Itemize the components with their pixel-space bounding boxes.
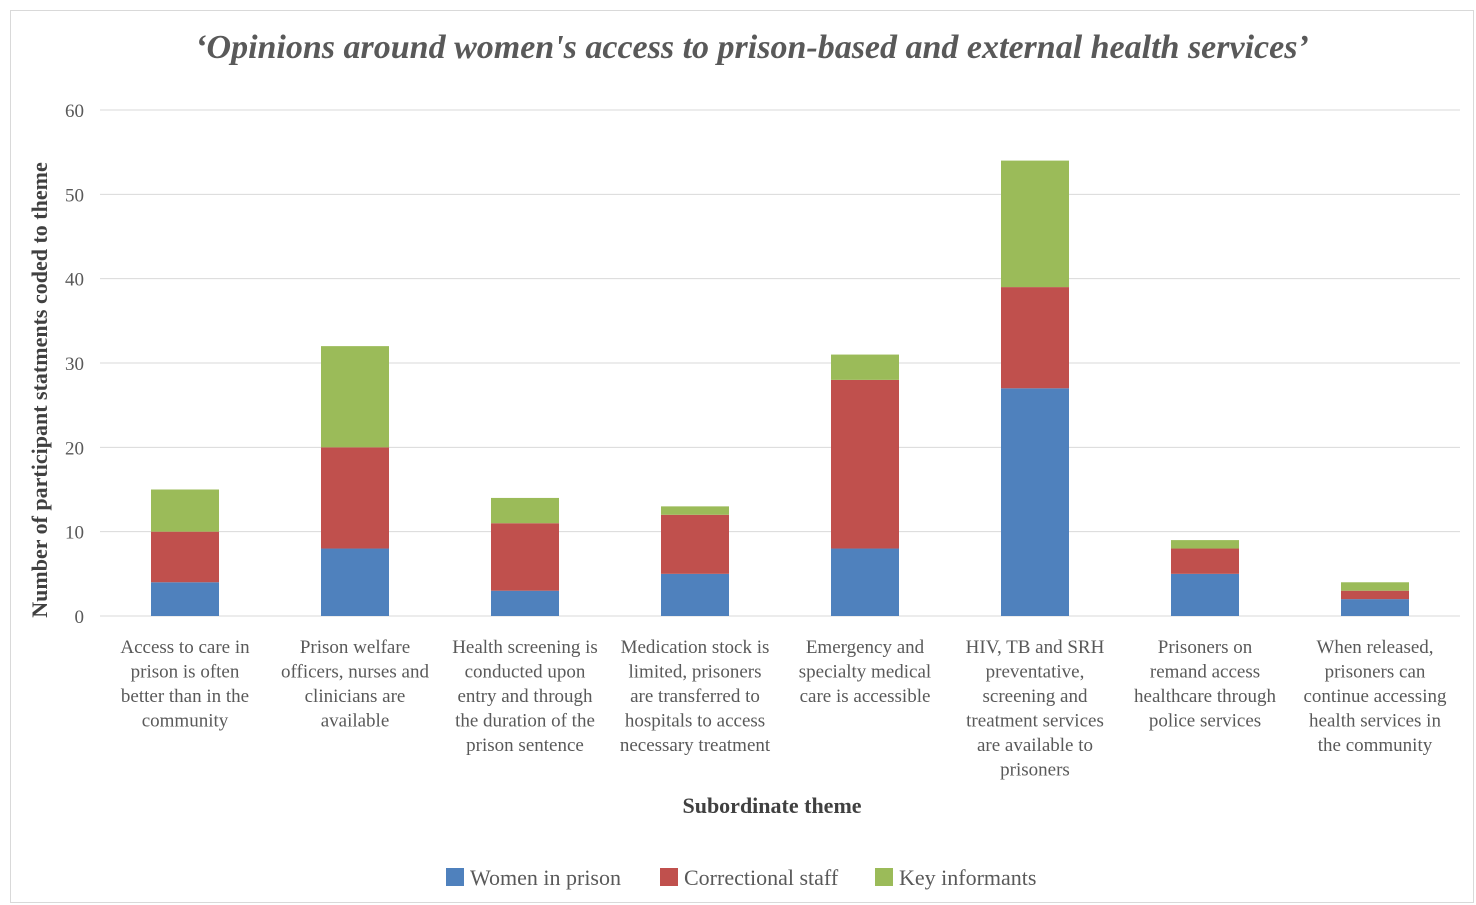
y-tick-label: 50 xyxy=(65,185,84,206)
x-category-label-line: health services in xyxy=(1309,711,1441,732)
bars xyxy=(151,160,1409,616)
x-category-label-line: Prisoners on xyxy=(1158,637,1253,658)
x-category-label-line: Prison welfare xyxy=(300,637,410,658)
x-category-label-line: Emergency and xyxy=(806,637,925,658)
x-category-label-line: the community xyxy=(1318,735,1433,756)
x-category-label: Access to care in prison is often better t… xyxy=(120,637,250,732)
x-category-label-line: are available to xyxy=(977,735,1093,756)
bar-segment-staff xyxy=(491,523,559,591)
bar-segment-informants xyxy=(1171,540,1239,549)
bar-segment-women xyxy=(321,548,389,616)
x-category-label-line: Health screening is xyxy=(452,637,598,658)
legend-swatch xyxy=(446,868,464,886)
bar-segment-staff xyxy=(151,531,219,583)
bar-segment-informants xyxy=(1341,582,1409,591)
chart-frame xyxy=(10,10,1474,903)
x-category-labels: Access to care in prison is often better t… xyxy=(120,637,1447,781)
y-tick-label: 20 xyxy=(65,438,84,459)
x-category-label-line: limited, prisoners xyxy=(629,662,762,683)
bar-segment-women xyxy=(151,582,219,616)
x-category-label-line: the duration of the xyxy=(455,711,595,732)
x-category-label-line: prison is often xyxy=(131,662,240,683)
bar-segment-informants xyxy=(661,506,729,515)
x-category-label-line: available xyxy=(321,711,390,732)
x-category-label-line: HIV, TB and SRH xyxy=(966,637,1105,658)
y-tick-label: 40 xyxy=(65,270,84,291)
x-category-label-line: officers, nurses and xyxy=(281,662,429,683)
x-category-label-line: screening and xyxy=(983,686,1088,707)
x-category-label-line: clinicians are xyxy=(305,686,406,707)
x-category-label-line: care is accessible xyxy=(800,686,931,707)
bar-segment-women xyxy=(1341,599,1409,616)
x-category-label-line: are transferred to xyxy=(630,686,760,707)
x-axis-title: Subordinate theme xyxy=(682,793,861,818)
bar-segment-women xyxy=(491,590,559,616)
legend: Women in prison Correctional staff Key inf… xyxy=(446,865,1036,890)
x-category-label-line: treatment services xyxy=(966,711,1104,732)
y-tick-labels: 0 10 20 30 40 50 60 xyxy=(65,101,84,628)
y-axis-title: Number of participant statments coded to… xyxy=(27,162,52,618)
bar-segment-informants xyxy=(491,497,559,524)
bar-segment-staff xyxy=(1001,287,1069,389)
x-category-label-line: preventative, xyxy=(986,662,1085,683)
x-category-label: HIV, TB and SRH preventative, screening an… xyxy=(966,637,1105,781)
x-category-label-line: healthcare through xyxy=(1134,686,1276,707)
y-tick-label: 10 xyxy=(65,523,84,544)
x-category-label: Emergency and specialty medical care is ac… xyxy=(799,637,931,707)
x-category-label-line: police services xyxy=(1149,711,1261,732)
x-category-label: Prison welfare officers, nurses and clinic… xyxy=(281,637,429,732)
x-category-label-line: entry and through xyxy=(457,686,593,707)
x-category-label-line: prison sentence xyxy=(466,735,584,756)
legend-swatch xyxy=(660,868,678,886)
x-category-label-line: specialty medical xyxy=(799,662,931,683)
x-category-label: When released, prisoners can continue acce… xyxy=(1304,637,1447,756)
bar-segment-staff xyxy=(661,514,729,574)
bar-segment-staff xyxy=(1341,590,1409,600)
bar-segment-informants xyxy=(831,354,899,380)
bar-segment-women xyxy=(1001,388,1069,616)
legend-label: Correctional staff xyxy=(684,865,839,890)
x-category-label: Health screening is conducted upon entry a… xyxy=(452,637,598,756)
bar-segment-staff xyxy=(321,447,389,549)
x-category-label-line: prisoners xyxy=(1000,760,1070,781)
bar-segment-informants xyxy=(1001,160,1069,288)
bar-segment-informants xyxy=(321,346,389,448)
legend-swatch xyxy=(875,868,893,886)
bar-segment-women xyxy=(831,548,899,616)
bar-segment-staff xyxy=(1171,548,1239,574)
y-tick-label: 30 xyxy=(65,354,84,375)
x-category-label-line: When released, xyxy=(1316,637,1433,658)
legend-label: Women in prison xyxy=(470,865,621,890)
bar-segment-staff xyxy=(831,379,899,549)
bar-segment-women xyxy=(661,573,729,616)
legend-label: Key informants xyxy=(899,865,1036,890)
bar-segment-women xyxy=(1171,573,1239,616)
x-category-label-line: Access to care in xyxy=(120,637,250,658)
chart-title: ‘Opinions around women's access to priso… xyxy=(195,29,1309,66)
x-category-label: Prisoners on remand access healthcare thro… xyxy=(1134,637,1276,732)
x-category-label-line: community xyxy=(142,711,229,732)
x-category-label-line: necessary treatment xyxy=(620,735,771,756)
x-category-label-line: remand access xyxy=(1150,662,1260,683)
x-category-label-line: Medication stock is xyxy=(621,637,770,658)
x-category-label: Medication stock is limited, prisoners are… xyxy=(620,637,771,756)
x-category-label-line: hospitals to access xyxy=(625,711,765,732)
y-tick-label: 60 xyxy=(65,101,84,122)
x-category-label-line: better than in the xyxy=(121,686,249,707)
y-tick-label: 0 xyxy=(75,607,85,628)
x-category-label-line: conducted upon xyxy=(465,662,586,683)
x-category-label-line: continue accessing xyxy=(1304,686,1447,707)
x-category-label-line: prisoners can xyxy=(1325,662,1426,683)
bar-segment-informants xyxy=(151,489,219,532)
gridlines xyxy=(100,109,1460,617)
